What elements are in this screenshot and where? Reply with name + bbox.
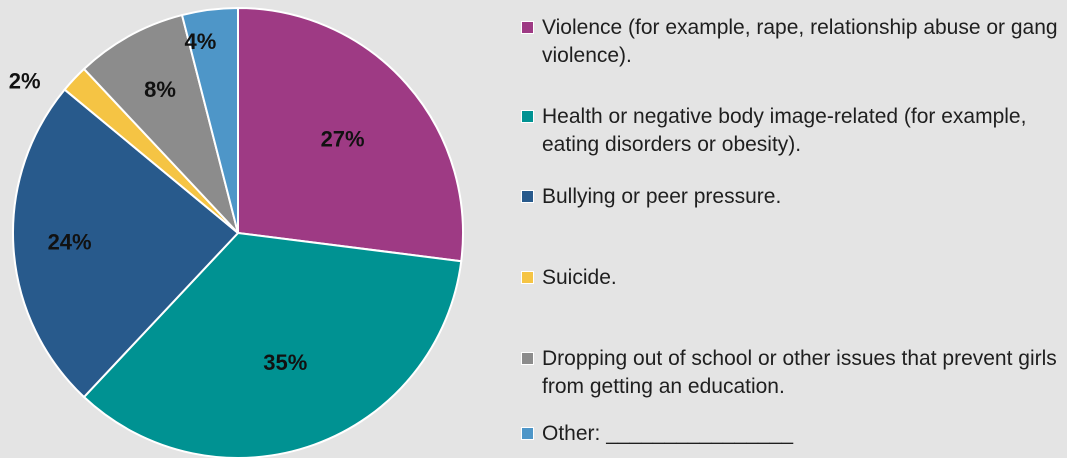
legend-swatch-health — [521, 110, 534, 123]
legend-item-bullying: Bullying or peer pressure. — [520, 183, 1065, 211]
pie-slice-1 — [82, 232, 463, 458]
legend-item-dropping-out: Dropping out of school or other issues t… — [520, 345, 1065, 401]
pie-label-2: 24% — [48, 229, 92, 254]
legend-swatch-bullying — [521, 190, 534, 203]
pie-slice-5 — [181, 7, 239, 234]
pie-label-1: 35% — [263, 350, 307, 375]
pie-slices — [12, 7, 464, 458]
legend-item-suicide: Suicide. — [520, 264, 1065, 292]
legend-label-suicide: Suicide. — [542, 266, 617, 289]
legend-swatch-other — [521, 427, 534, 440]
legend-item-health: Health or negative body image-related (f… — [520, 103, 1065, 159]
pie-label-4: 8% — [144, 77, 176, 102]
pie-slice-4 — [82, 14, 239, 234]
legend-item-other: Other: ________________ — [520, 420, 1065, 448]
legend-label-other: Other: ________________ — [542, 422, 794, 445]
legend-label-dropping-out: Dropping out of school or other issues t… — [542, 347, 1057, 398]
pie-chart: 27% 35% 24% 2% 8% 4% — [9, 7, 464, 458]
legend-swatch-suicide — [521, 271, 534, 284]
legend-swatch-dropping-out — [521, 352, 534, 365]
pie-label-0: 27% — [321, 127, 365, 152]
pie-label-3: 2% — [9, 68, 41, 93]
pie-value-labels: 27% 35% 24% 2% 8% 4% — [9, 29, 365, 375]
legend-label-health: Health or negative body image-related (f… — [542, 105, 1027, 156]
pie-slice-0 — [237, 7, 464, 263]
legend-item-violence: Violence (for example, rape, relationshi… — [520, 14, 1065, 70]
legend-swatch-violence — [521, 21, 534, 34]
legend-label-violence: Violence (for example, rape, relationshi… — [542, 16, 1058, 67]
pie-label-5: 4% — [185, 29, 217, 54]
legend-label-bullying: Bullying or peer pressure. — [542, 185, 782, 208]
pie-slice-2 — [12, 88, 239, 399]
